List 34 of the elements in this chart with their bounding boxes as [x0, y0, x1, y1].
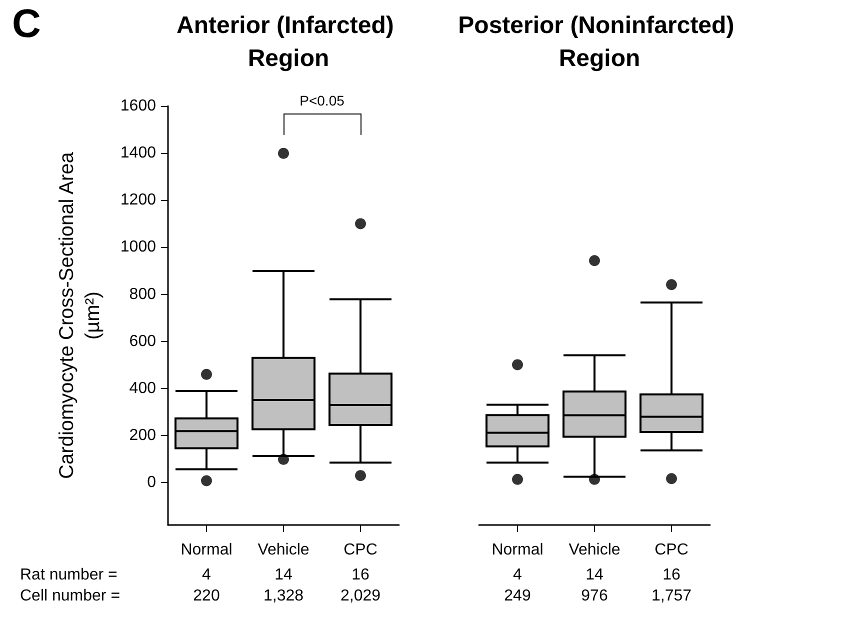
annotation: P<0.05 — [300, 92, 345, 109]
text: 14 — [274, 566, 292, 584]
text: 16 — [352, 566, 370, 584]
x-tick-label: Vehicle — [258, 542, 310, 558]
text: 1,328 — [263, 588, 304, 604]
x-tick-label: Vehicle — [568, 542, 620, 558]
y-tick-label: 1400 — [120, 144, 156, 162]
text: Cell number = — [20, 588, 120, 604]
text: 1,757 — [651, 588, 692, 604]
text: 249 — [504, 588, 531, 604]
text: 976 — [581, 588, 608, 604]
y-tick-label: 1000 — [120, 238, 156, 256]
y-tick-label: 200 — [129, 427, 156, 444]
y-tick-label: 1600 — [120, 98, 156, 114]
y-axis-title: Cardiomyocyte Cross-Sectional Area (µm²) — [56, 151, 104, 479]
x-tick-label: Normal — [492, 542, 544, 558]
y-tick-label: 400 — [129, 380, 156, 397]
text: 2,029 — [340, 588, 381, 604]
chart-title: Anterior (Infarcted) Region — [176, 12, 401, 72]
x-tick-label: CPC — [654, 542, 688, 558]
text: 4 — [513, 566, 522, 584]
y-tick-label: 0 — [147, 474, 156, 492]
x-tick-label: CPC — [344, 542, 378, 558]
y-tick-label: 600 — [129, 332, 156, 350]
y-tick-label: 1200 — [120, 192, 156, 209]
text: 220 — [193, 588, 220, 604]
text: 4 — [202, 566, 212, 584]
text: 14 — [586, 566, 604, 584]
chart-title: Posterior (Noninfarcted) Region — [458, 12, 741, 72]
text: 16 — [662, 566, 680, 584]
text: Rat number = — [20, 566, 118, 584]
text: C — [12, 2, 41, 46]
x-tick-label: Normal — [180, 542, 232, 558]
y-tick-label: 800 — [129, 286, 156, 303]
